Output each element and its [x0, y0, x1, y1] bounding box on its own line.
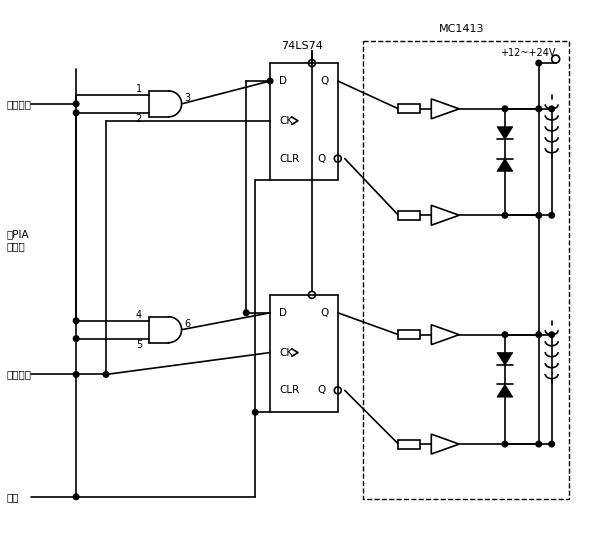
Text: Q̄: Q̄: [318, 153, 326, 164]
Text: 4: 4: [136, 310, 142, 320]
Text: 至PIA
的入口: 至PIA 的入口: [7, 229, 29, 251]
Circle shape: [536, 441, 541, 447]
Text: CK: CK: [279, 348, 293, 358]
Polygon shape: [497, 127, 513, 139]
Text: D: D: [279, 308, 287, 318]
Circle shape: [536, 213, 541, 218]
Circle shape: [536, 106, 541, 111]
Text: CLR: CLR: [279, 153, 299, 164]
Circle shape: [74, 336, 79, 342]
Bar: [398, 440, 420, 449]
Bar: [270, 63, 338, 180]
Circle shape: [536, 332, 541, 337]
Circle shape: [74, 494, 79, 500]
Text: D: D: [279, 76, 287, 86]
Text: 5: 5: [136, 339, 142, 350]
Circle shape: [502, 213, 508, 218]
Circle shape: [267, 78, 273, 84]
Circle shape: [502, 106, 508, 111]
Circle shape: [244, 310, 249, 316]
Circle shape: [253, 409, 258, 415]
Circle shape: [549, 441, 554, 447]
Polygon shape: [497, 385, 513, 397]
Circle shape: [74, 372, 79, 377]
Circle shape: [103, 372, 109, 377]
Text: CK: CK: [279, 116, 293, 126]
Text: 6: 6: [184, 318, 190, 329]
Text: 驱动脉冲: 驱动脉冲: [7, 370, 31, 379]
Circle shape: [549, 213, 554, 218]
Text: Q: Q: [321, 76, 329, 86]
Polygon shape: [497, 159, 513, 171]
Circle shape: [74, 101, 79, 107]
Circle shape: [502, 332, 508, 337]
Circle shape: [74, 110, 79, 116]
Text: MC1413: MC1413: [438, 24, 484, 34]
Text: 2: 2: [136, 114, 142, 124]
Bar: [398, 211, 420, 220]
Bar: [398, 330, 420, 339]
Text: +12~+24V: +12~+24V: [500, 48, 556, 58]
Text: 复位: 复位: [7, 492, 19, 502]
Bar: [363, 41, 569, 499]
Circle shape: [549, 332, 554, 337]
Text: 74LS74: 74LS74: [281, 41, 323, 51]
Text: 方向控制: 方向控制: [7, 99, 31, 109]
Circle shape: [549, 106, 554, 111]
Circle shape: [502, 441, 508, 447]
Polygon shape: [497, 352, 513, 365]
Bar: [398, 104, 420, 114]
Text: 3: 3: [184, 93, 190, 103]
Bar: [270, 295, 338, 412]
Text: Q̄: Q̄: [318, 385, 326, 395]
Text: CLR: CLR: [279, 385, 299, 395]
Text: 1: 1: [136, 84, 142, 94]
Circle shape: [74, 318, 79, 323]
Circle shape: [536, 60, 541, 66]
Text: Q: Q: [321, 308, 329, 318]
